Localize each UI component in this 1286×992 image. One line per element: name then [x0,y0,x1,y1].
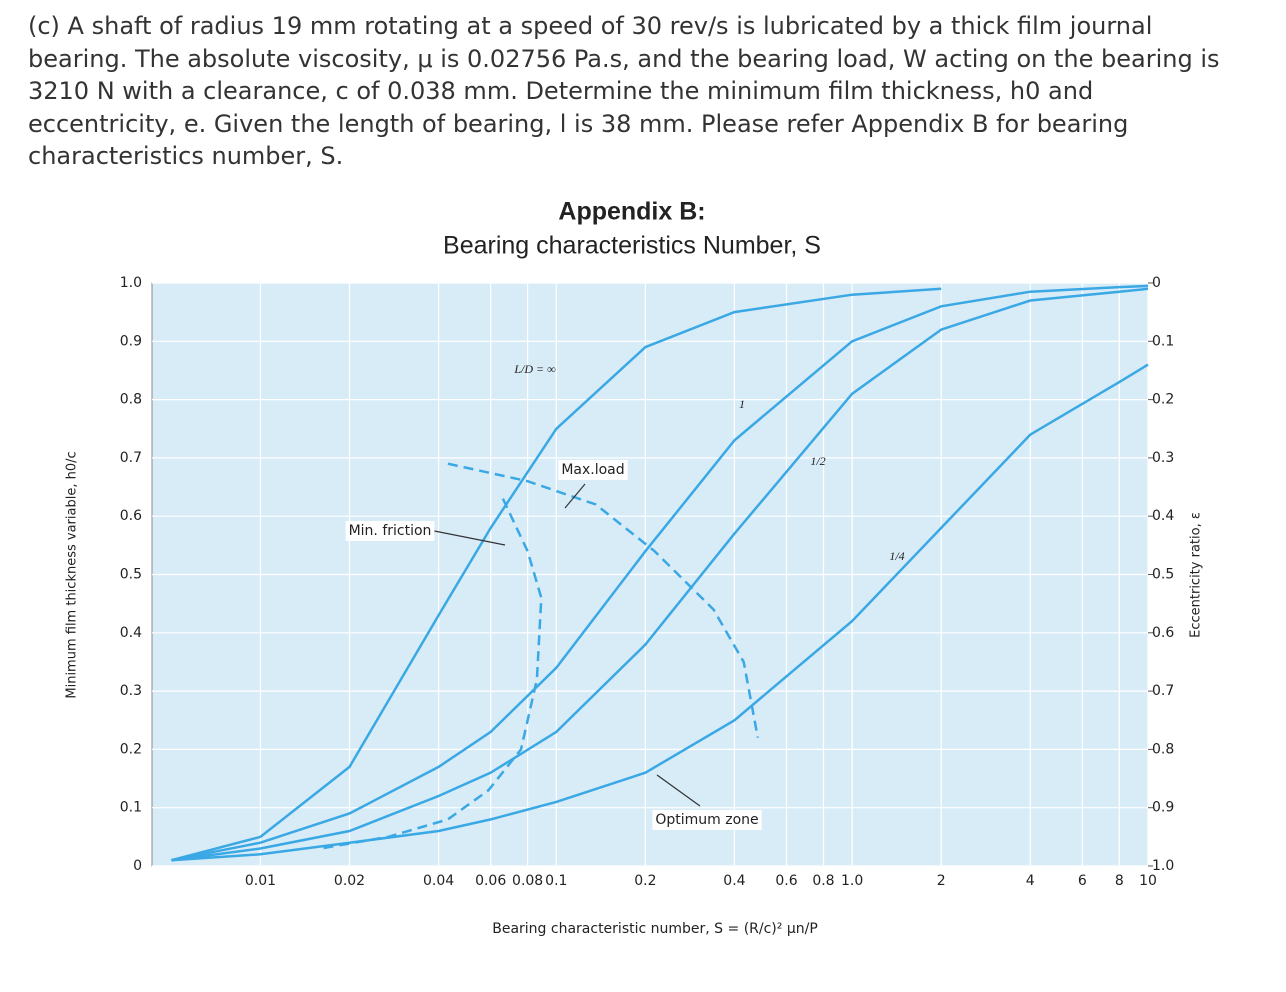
curve [171,287,1149,862]
y-tick-label: 0.7 [120,450,142,466]
curve [171,284,1149,862]
y2-tick-label: 0.7 [1152,683,1174,699]
y-tick-label: 0.4 [120,625,142,641]
y2-tick-label: 0.1 [1152,333,1174,349]
y-tick-label: 0 [133,858,142,874]
y-tick-label: 0.1 [120,800,142,816]
chart-subtitle: Bearing characteristics Number, S [443,232,821,260]
curve [171,363,1149,862]
x-tick-label: 0.06 [475,873,506,889]
x-tick-label: 0.02 [334,873,365,889]
y2-tick-label: 1.0 [1152,858,1174,874]
x-tick-label: 0.08 [512,873,543,889]
y-tick-label: 0.2 [120,741,142,757]
y2-tick-label: 0.9 [1152,800,1174,816]
question-text: (c) A shaft of radius 19 mm rotating at … [28,12,1220,170]
y2-tick-label: 0.5 [1152,567,1174,583]
y-axis-label: Minimum film thickness variable, h0/c [65,451,80,698]
annotation: Max.load [561,462,624,478]
x-tick-label: 0.01 [245,873,276,889]
dashed-curve [320,498,543,850]
y2-tick-label: 0 [1152,275,1161,291]
y-tick-label: 0.5 [120,567,142,583]
curve-label: 1/2 [810,454,825,468]
y-tick-label: 0.8 [120,392,142,408]
y-tick-label: 0.6 [120,508,142,524]
x-tick-label: 0.4 [723,873,745,889]
annotation-box [558,460,628,480]
y2-tick-label: 0.6 [1152,625,1174,641]
curve-label: 1/4 [889,549,904,563]
arrow [656,774,701,807]
x-tick-label: 10 [1139,873,1157,889]
x-tick-label: 8 [1115,873,1124,889]
x-tick-label: 0.2 [634,873,656,889]
chart-title: Appendix B: [558,198,705,226]
y2-tick-label: 0.2 [1152,392,1174,408]
annotation: Optimum zone [655,812,758,828]
x-tick-label: 2 [937,873,946,889]
y-tick-label: 0.3 [120,683,142,699]
x-axis-label: Bearing characteristic number, S = (R/c)… [492,921,818,937]
x-tick-label: 0.1 [545,873,567,889]
y2-tick-label: 0.8 [1152,741,1174,757]
dashed-curve [447,462,760,738]
annotation-box [652,810,762,830]
y-tick-label: 0.9 [120,333,142,349]
curve-label: 1 [739,397,745,411]
x-tick-label: 1.0 [841,873,863,889]
x-tick-label: 4 [1026,873,1035,889]
y2-tick-label: 0.4 [1152,508,1174,524]
arrow [564,483,586,509]
y2-axis-label: Eccentricity ratio, ε [1189,512,1204,638]
curve [171,287,942,862]
x-tick-label: 0.04 [423,873,454,889]
annotation: Min. friction [349,523,432,539]
y2-tick-label: 0.3 [1152,450,1174,466]
annotation-box [345,521,435,541]
x-tick-label: 0.6 [775,873,797,889]
y-tick-label: 1.0 [120,275,142,291]
curve-label: L/D = ∞ [513,362,556,376]
x-tick-label: 0.8 [812,873,834,889]
arrow [434,530,506,546]
x-tick-label: 6 [1078,873,1087,889]
